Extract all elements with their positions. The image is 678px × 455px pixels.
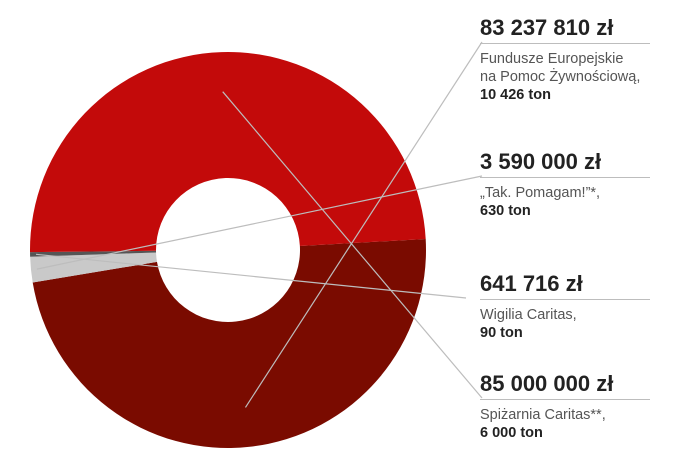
slice-label-eu-funds: 83 237 810 zł Fundusze Europejskie na Po… <box>480 14 675 104</box>
slice-tons: 6 000 ton <box>480 425 543 441</box>
label-divider <box>480 299 650 300</box>
slice-description: Wigilia Caritas, <box>480 307 577 323</box>
slice-label-wigilia: 641 716 zł Wigilia Caritas, 90 ton <box>480 270 675 342</box>
label-divider <box>480 399 650 400</box>
slice-eu-funds <box>32 238 427 448</box>
label-divider <box>480 43 650 44</box>
slice-value: 641 716 zł <box>480 271 583 296</box>
slice-value: 85 000 000 zł <box>480 371 614 396</box>
slice-wigilia <box>30 250 157 257</box>
slice-description: Fundusze Europejskie na Pomoc Żywnościow… <box>480 51 641 85</box>
slice-label-spizarnia: 85 000 000 zł Spiżarnia Caritas**, 6 000… <box>480 370 675 442</box>
slice-description: Spiżarnia Caritas**, <box>480 407 606 423</box>
slice-description: „Tak. Pomagam!”*, <box>480 185 601 201</box>
slice-eu-funds-leader-line <box>244 41 483 408</box>
slice-label-tak-pomagam: 3 590 000 zł „Tak. Pomagam!”*, 630 ton <box>480 148 675 220</box>
label-divider <box>480 177 650 178</box>
slice-value: 3 590 000 zł <box>480 149 602 174</box>
slice-tons: 90 ton <box>480 325 523 341</box>
slice-tak-pomagam <box>30 252 157 283</box>
slice-tak-pomagam-leader-line <box>36 175 483 270</box>
slice-spizarnia <box>30 51 426 253</box>
slice-spizarnia-leader-line <box>222 91 483 399</box>
slice-wigilia-leader-line <box>35 253 467 299</box>
slice-value: 83 237 810 zł <box>480 15 614 40</box>
slice-tons: 630 ton <box>480 203 531 219</box>
slice-tons: 10 426 ton <box>480 87 551 103</box>
